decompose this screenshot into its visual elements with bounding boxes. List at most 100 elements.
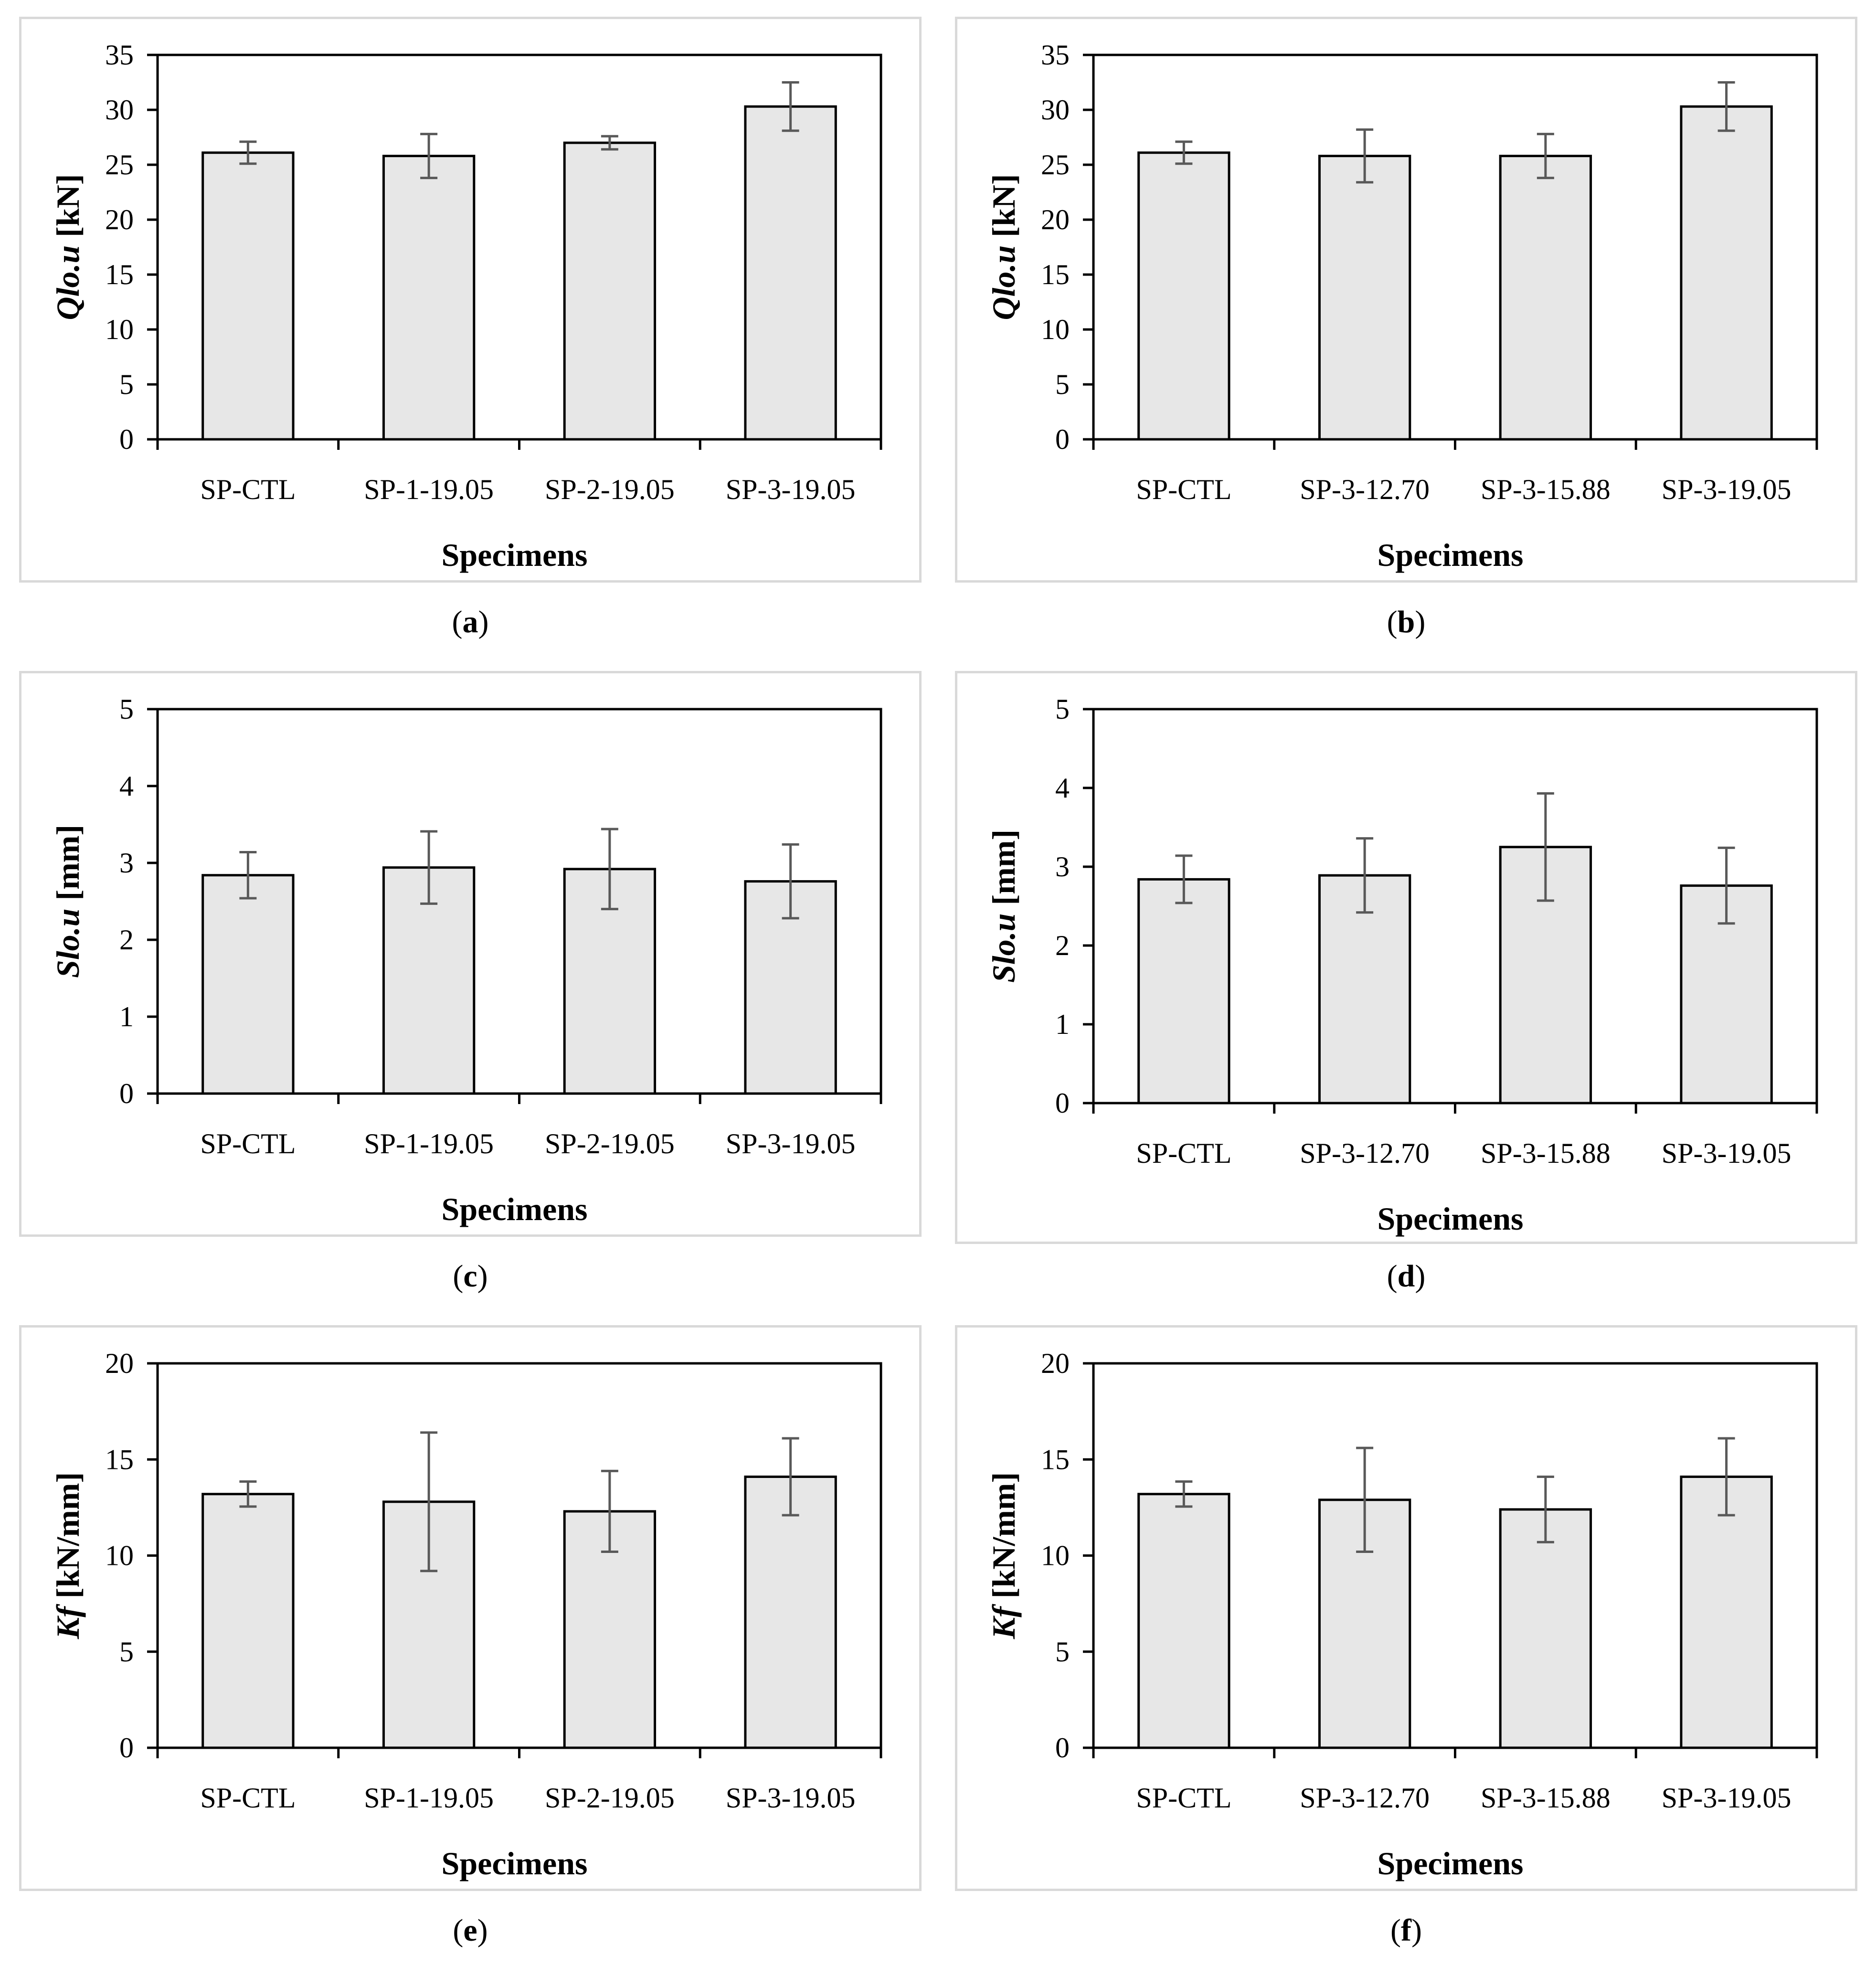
chart-panel-c: 0 1 2 3 4 5 SP-CTL SP-1-19.05 SP-2-19.05 SP-3-19.… — [19, 671, 922, 1237]
y-tick-label: 5 — [1055, 369, 1070, 400]
x-category-label-3: SP-2-19.05 — [545, 474, 675, 505]
x-category-label-3: SP-3-15.88 — [1481, 1137, 1611, 1169]
y-tick-label: 1 — [1055, 1009, 1070, 1040]
y-tick-label: 4 — [1055, 772, 1070, 804]
chart-svg-c: 0 1 2 3 4 5 SP-CTL SP-1-19.05 SP-2-19.05 SP-3-19.… — [50, 693, 882, 1227]
bar-1 — [201, 151, 295, 441]
y-tick-label: 20 — [1041, 204, 1070, 235]
y-axis-title-variable: Qlo.u — [50, 245, 86, 320]
bar-1 — [1137, 878, 1230, 1105]
y-tick-label: 2 — [119, 924, 134, 956]
error-bar-4 — [782, 1437, 799, 1517]
error-bar-2 — [420, 133, 438, 180]
y-axis-title: Qlo.u [kN] — [986, 174, 1022, 320]
error-bar-4 — [782, 843, 799, 920]
caption-f-letter: f — [1401, 1913, 1411, 1948]
y-tick-label: 10 — [1041, 314, 1070, 345]
error-bar-3 — [601, 1469, 618, 1553]
y-axis-title-unit: [kN/mm] — [50, 1472, 86, 1606]
caption-d-letter: d — [1397, 1259, 1415, 1294]
bar-4 — [744, 105, 837, 441]
x-category-label-2: SP-1-19.05 — [364, 1128, 494, 1159]
x-category-label-3: SP-3-15.88 — [1481, 1782, 1611, 1814]
x-category-label-1: SP-CTL — [1136, 474, 1231, 505]
chart-svg-a: 0 5 10 15 20 25 30 35 SP-CTL SP-1-19.05 SP-2-19.05… — [50, 39, 882, 573]
error-bar-1 — [239, 1480, 257, 1508]
error-bar-3 — [1537, 792, 1554, 902]
caption-a: (a) — [452, 605, 489, 639]
caption-b-letter: b — [1397, 605, 1415, 639]
error-bar-1 — [239, 850, 257, 900]
caption-e: (e) — [453, 1913, 488, 1948]
x-category-label-1: SP-CTL — [1136, 1782, 1231, 1814]
error-bar-2 — [1356, 128, 1374, 184]
x-category-label-2: SP-3-12.70 — [1300, 1137, 1430, 1169]
x-category-label-1: SP-CTL — [1136, 1137, 1231, 1169]
y-tick-label: 3 — [1055, 851, 1070, 882]
y-axis-title-variable: Slo.u — [986, 914, 1022, 983]
x-category-label-4: SP-3-19.05 — [1662, 474, 1791, 505]
x-category-label-2: SP-3-12.70 — [1300, 474, 1430, 505]
error-bar-3 — [1537, 133, 1554, 180]
bar-3 — [1499, 155, 1592, 441]
x-category-label-2: SP-1-19.05 — [364, 474, 494, 505]
x-axis-title: Specimens — [1378, 1845, 1524, 1881]
bar-3 — [1499, 1508, 1592, 1749]
error-bar-1 — [1175, 140, 1193, 165]
y-tick-label: 5 — [119, 1636, 134, 1668]
y-tick-label: 0 — [119, 424, 134, 455]
x-category-label-4: SP-3-19.05 — [1662, 1782, 1791, 1814]
bar-2 — [382, 866, 476, 1095]
y-tick-label: 25 — [1041, 149, 1070, 181]
x-category-label-1: SP-CTL — [200, 1782, 296, 1814]
y-axis-title-variable: Kf — [986, 1604, 1022, 1639]
bar-1 — [201, 874, 295, 1095]
chart-svg-d: 0 1 2 3 4 5 SP-CTL SP-3-12.70 SP-3-15.88 SP-3-19.… — [986, 693, 1818, 1237]
error-bar-2 — [420, 1431, 438, 1573]
error-bar-4 — [1717, 846, 1735, 925]
x-category-label-1: SP-CTL — [200, 1128, 296, 1159]
y-tick-label: 20 — [105, 204, 134, 235]
caption-e-letter: e — [463, 1913, 477, 1948]
error-bar-3 — [601, 135, 618, 151]
y-axis-title-variable: Slo.u — [50, 909, 86, 978]
error-bar-2 — [420, 830, 438, 905]
bar-2 — [1318, 155, 1411, 441]
y-tick-label: 15 — [1041, 259, 1070, 290]
chart-panel-e: 0 5 10 15 20 SP-CTL SP-1-19.05 SP-2-19.05 SP-3-1… — [19, 1325, 922, 1891]
error-bar-1 — [239, 140, 257, 165]
chart-panel-f: 0 5 10 15 20 SP-CTL SP-3-12.70 SP-3-15.88 SP-3-1… — [955, 1325, 1857, 1891]
bar-1 — [1137, 1493, 1230, 1749]
y-tick-label: 5 — [119, 693, 134, 725]
error-bar-1 — [1175, 854, 1193, 904]
y-axis-title-unit: [mm] — [50, 825, 86, 909]
x-category-label-2: SP-3-12.70 — [1300, 1782, 1430, 1814]
y-tick-label: 1 — [119, 1001, 134, 1032]
x-category-label-3: SP-2-19.05 — [545, 1128, 675, 1159]
y-tick-label: 25 — [105, 149, 134, 181]
x-axis-title: Specimens — [1378, 1201, 1524, 1237]
y-tick-label: 20 — [1041, 1348, 1070, 1379]
y-tick-label: 10 — [105, 314, 134, 345]
error-bar-4 — [1717, 81, 1735, 132]
error-bar-3 — [601, 828, 618, 911]
bar-4 — [744, 1475, 837, 1749]
x-category-label-4: SP-3-19.05 — [1662, 1137, 1791, 1169]
y-axis-title-unit: [kN/mm] — [986, 1472, 1022, 1606]
y-tick-label: 3 — [119, 847, 134, 879]
caption-b: (b) — [1387, 605, 1426, 639]
chart-panel-a: 0 5 10 15 20 25 30 35 SP-CTL SP-1-19.05 SP-2-19.05… — [19, 17, 922, 583]
caption-c: (c) — [453, 1259, 488, 1294]
y-tick-label: 4 — [119, 770, 134, 802]
error-bar-4 — [1717, 1437, 1735, 1517]
y-axis-title-unit: [kN] — [986, 174, 1022, 245]
y-axis-title: Slo.u [mm] — [50, 825, 86, 978]
caption-c-letter: c — [463, 1259, 477, 1294]
y-tick-label: 30 — [1041, 94, 1070, 126]
y-axis-title: Slo.u [mm] — [986, 829, 1022, 983]
y-axis-title: Kf [kN/mm] — [986, 1472, 1022, 1639]
y-tick-label: 0 — [119, 1078, 134, 1109]
y-tick-label: 5 — [119, 369, 134, 400]
y-tick-label: 10 — [1041, 1540, 1070, 1572]
x-axis-title: Specimens — [1378, 537, 1524, 573]
